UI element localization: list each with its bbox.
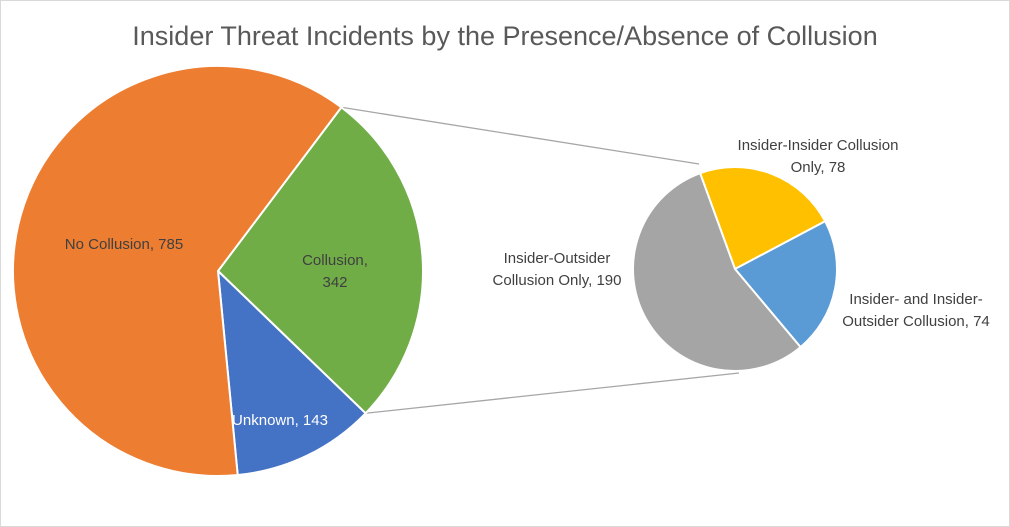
data-label-io-only: Insider-Outsider Collusion Only, 190: [493, 250, 622, 289]
slice-insider-insider-collusion-only: [698, 166, 827, 271]
breakdown-pie: [632, 166, 838, 372]
slice-insider-outsider-collusion-only: [632, 171, 802, 372]
data-label-unknown: Unknown, 143: [232, 412, 328, 429]
main-pie: [12, 65, 424, 477]
slice-no-collusion: [12, 65, 343, 477]
data-label-ii-only: Insider-Insider Collusion Only, 78: [738, 137, 899, 176]
data-label-collusion: Collusion, 342: [302, 252, 368, 291]
slice-collusion: [216, 105, 424, 415]
connector-line-top: [341, 106, 700, 165]
chart-title: Insider Threat Incidents by the Presence…: [132, 21, 877, 51]
data-labels: No Collusion, 785 Collusion, 342 Unknown, 1…: [65, 137, 990, 429]
slice-unknown: [216, 268, 368, 477]
data-label-ii-and-io: Insider- and Insider-Outsider Collusion,…: [842, 291, 990, 330]
slice-insider-and-insider-outsider-collusion: [733, 219, 838, 349]
connector-line-bottom: [365, 372, 740, 414]
connector-lines: [341, 106, 740, 414]
data-label-no-collusion: No Collusion, 785: [65, 236, 183, 253]
